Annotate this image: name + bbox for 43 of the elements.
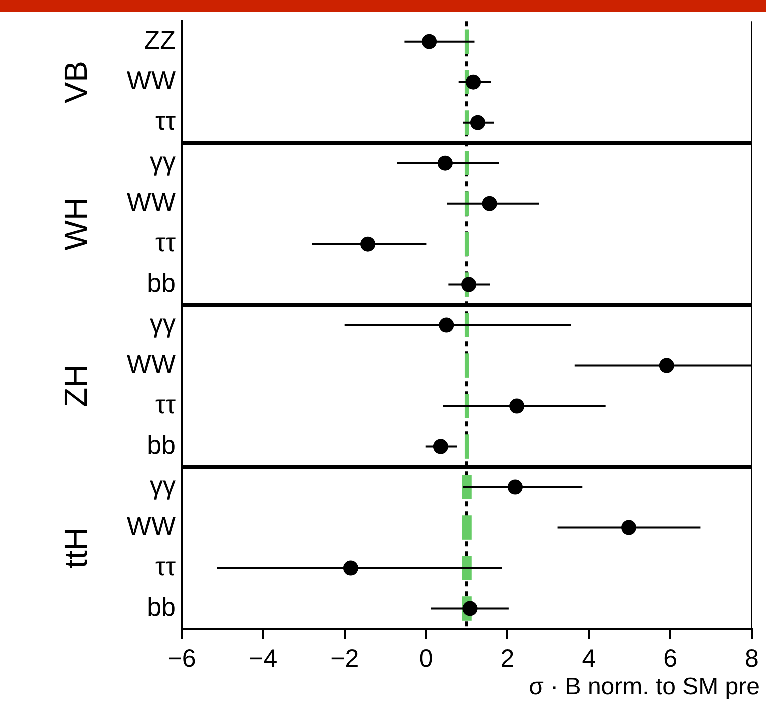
y-tick-label: WW — [126, 186, 176, 217]
point — [466, 74, 482, 90]
point — [438, 156, 453, 171]
x-tick-label: 6 — [664, 644, 678, 673]
y-tick-label: ττ — [155, 227, 177, 258]
point — [482, 196, 498, 212]
y-tick-label: WW — [126, 510, 176, 541]
y-tick-label: ττ — [155, 551, 177, 582]
point — [659, 358, 674, 374]
y-tick-label: γγ — [150, 146, 176, 176]
x-tick-label: −6 — [168, 644, 196, 673]
x-tick-label: 2 — [500, 644, 515, 673]
x-tick-label: 0 — [419, 644, 434, 673]
y-tick-label: γγ — [150, 470, 176, 500]
x-tick-label: 4 — [582, 644, 596, 673]
point — [508, 480, 523, 495]
point — [462, 277, 477, 292]
x-tick-label: −2 — [330, 644, 360, 673]
y-tick-label: γγ — [150, 308, 176, 338]
text: ZH — [58, 364, 94, 408]
point — [343, 560, 358, 576]
point — [510, 398, 525, 414]
x-tick-label: 8 — [745, 644, 759, 673]
y-tick-label: WW — [126, 66, 176, 96]
y-tick-label: WW — [126, 348, 176, 379]
text: WH — [58, 197, 94, 251]
y-tick-label: bb — [147, 268, 176, 298]
text: ttH — [58, 528, 94, 568]
point — [360, 236, 376, 252]
y-tick-label: ZZ — [144, 25, 176, 56]
point — [439, 318, 454, 333]
point — [470, 115, 486, 130]
x-tick-label: −4 — [249, 644, 278, 673]
y-tick-label: ττ — [155, 389, 177, 420]
y-tick-label: bb — [147, 592, 176, 622]
point — [433, 439, 448, 454]
text: VB — [58, 60, 94, 104]
point — [462, 601, 478, 616]
y-tick-label: bb — [147, 430, 176, 460]
y-tick-label: ττ — [155, 106, 177, 136]
x-axis-title: σ · B norm. to SM pre — [529, 674, 760, 701]
point — [422, 34, 438, 50]
point — [622, 520, 637, 536]
